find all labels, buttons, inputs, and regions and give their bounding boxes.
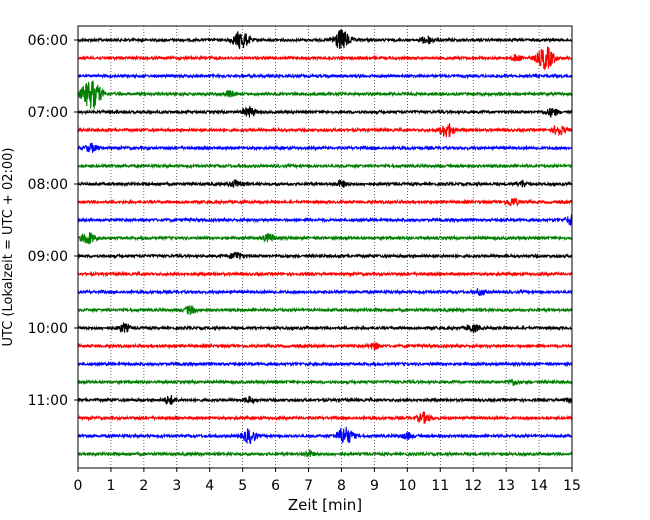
- x-tick-label: 12: [464, 478, 482, 494]
- trace-0630: [77, 72, 573, 80]
- x-axis-label: Zeit [min]: [288, 496, 362, 514]
- traces-group: [77, 28, 573, 458]
- x-tick-label: 15: [563, 478, 581, 494]
- x-tick-label: 6: [271, 478, 280, 494]
- trace-0700: [77, 105, 573, 119]
- trace-1145: [77, 449, 573, 458]
- y-tick-label: 08:00: [28, 177, 68, 193]
- plot-frame: [77, 25, 573, 469]
- x-tick-label: 8: [337, 478, 346, 494]
- trace-1130: [77, 426, 573, 445]
- trace-0600: [77, 28, 573, 50]
- y-tick-label: 07:00: [28, 105, 68, 121]
- trace-0900: [77, 251, 573, 260]
- trace-1000: [77, 321, 573, 334]
- trace-0830: [77, 214, 573, 226]
- x-tick-label: 10: [398, 478, 416, 494]
- y-axis-label: UTC (Lokalzeit = UTC + 02:00): [1, 148, 16, 347]
- trace-1045: [77, 378, 573, 387]
- y-ticks: 06:00 07:00 08:00 09:00 10:00 11:00: [28, 33, 78, 409]
- trace-0715: [77, 123, 573, 138]
- x-tick-label: 0: [74, 478, 83, 494]
- x-tick-label: 13: [497, 478, 515, 494]
- x-tick-label: 9: [370, 478, 379, 494]
- x-tick-label: 1: [106, 478, 115, 494]
- trace-0945: [77, 305, 573, 316]
- x-tick-label: 5: [238, 478, 247, 494]
- y-tick-label: 10:00: [28, 321, 68, 337]
- trace-0645: [77, 80, 573, 110]
- trace-1015: [77, 342, 573, 351]
- trace-0815: [77, 197, 573, 207]
- x-tick-label: 2: [139, 478, 148, 494]
- y-tick-label: 09:00: [28, 249, 68, 265]
- trace-0800: [77, 179, 573, 189]
- trace-1115: [77, 411, 573, 424]
- trace-0730: [77, 142, 573, 153]
- x-tick-label: 11: [431, 478, 449, 494]
- y-tick-label: 11:00: [28, 393, 68, 409]
- x-tick-label: 7: [304, 478, 313, 494]
- trace-0930: [77, 288, 573, 296]
- trace-0615: [77, 46, 573, 71]
- trace-0915: [77, 270, 573, 278]
- x-ticks: 0 1 2 3 4 5 6 7 8 9 10 11 12 13 14 15: [74, 468, 581, 494]
- y-tick-label: 06:00: [28, 33, 68, 49]
- trace-0845: [77, 231, 573, 245]
- x-tick-label: 4: [205, 478, 214, 494]
- x-tick-label: 3: [172, 478, 181, 494]
- x-tick-label: 14: [530, 478, 548, 494]
- trace-0745: [77, 162, 573, 170]
- trace-1030: [77, 360, 573, 368]
- trace-1100: [77, 395, 573, 406]
